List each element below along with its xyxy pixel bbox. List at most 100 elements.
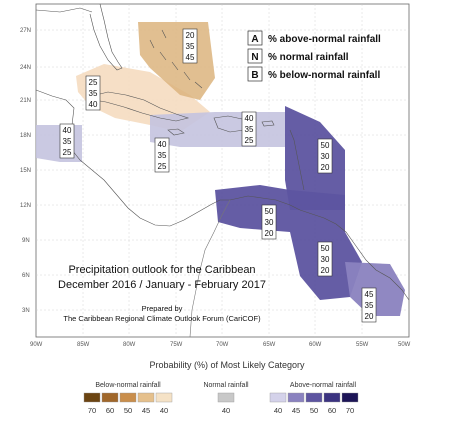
lon-label: 80W xyxy=(123,342,136,348)
prob-below: 20 xyxy=(365,312,374,321)
lon-label: 60W xyxy=(309,342,322,348)
prob-box-bahamas: 20 35 45 xyxy=(182,28,198,64)
prob-below: 25 xyxy=(63,148,72,157)
prob-normal: 35 xyxy=(186,42,195,51)
prob-above: 25 xyxy=(89,78,98,87)
prob-above: 40 xyxy=(63,126,72,135)
legend-swatch-value: 40 xyxy=(222,406,230,415)
legend-swatch xyxy=(83,392,101,403)
prob-above: 45 xyxy=(365,290,374,299)
lat-label: 3N xyxy=(22,308,30,314)
legend-swatch xyxy=(155,392,173,403)
prob-below: 45 xyxy=(186,53,195,62)
lat-label: 21N xyxy=(20,98,31,104)
prob-above: 50 xyxy=(265,207,274,216)
lat-labels: 27N 24N 21N 18N 15N 12N 9N 6N 3N xyxy=(20,28,31,314)
lat-label: 27N xyxy=(20,28,31,34)
lat-label: 12N xyxy=(20,203,31,209)
svg-text:% normal rainfall: % normal rainfall xyxy=(268,52,349,63)
region-southern-caribbean xyxy=(215,185,345,232)
lat-label: 9N xyxy=(22,238,30,244)
legend-swatch-value: 60 xyxy=(328,406,336,415)
prob-normal: 35 xyxy=(89,89,98,98)
lon-labels: 90W 85W 80W 75W 70W 65W 60W 55W 50W xyxy=(30,342,411,348)
prob-below: 20 xyxy=(321,266,330,275)
legend-below-swatches: 70 60 50 45 40 xyxy=(83,392,173,415)
legend-swatch-value: 70 xyxy=(346,406,354,415)
coastlines xyxy=(35,3,410,338)
prob-normal: 35 xyxy=(365,301,374,310)
legend-above-label: Above-normal rainfall xyxy=(290,382,357,389)
legend-swatch-value: 40 xyxy=(160,406,168,415)
legend-swatch xyxy=(287,392,305,403)
prob-box-eastern: 50 30 20 xyxy=(317,138,333,174)
prob-box-central: 40 35 25 xyxy=(154,137,170,173)
prob-box-guyanas: 50 30 20 xyxy=(317,241,333,277)
prob-below: 25 xyxy=(245,136,254,145)
legend-swatch xyxy=(119,392,137,403)
lat-label: 24N xyxy=(20,65,31,71)
prob-normal: 35 xyxy=(158,151,167,160)
prepared-by: Prepared by xyxy=(142,304,183,313)
probability-boxes: 20 35 45 25 35 40 40 35 25 40 35 25 40 3… xyxy=(59,28,377,323)
prob-normal: 35 xyxy=(245,125,254,134)
key-row-below: B % below-normal rainfall xyxy=(247,66,380,82)
legend-swatch-value: 60 xyxy=(106,406,114,415)
title-line1: Precipitation outlook for the Caribbean xyxy=(68,264,255,276)
svg-text:% below-normal rainfall: % below-normal rainfall xyxy=(268,70,380,81)
lon-label: 50W xyxy=(398,342,411,348)
lon-label: 90W xyxy=(30,342,43,348)
legend-swatch-value: 45 xyxy=(292,406,300,415)
lon-label: 70W xyxy=(216,342,229,348)
key-row-normal: N % normal rainfall xyxy=(247,48,349,64)
prob-box-belize: 40 35 25 xyxy=(59,123,75,159)
legend-swatch xyxy=(323,392,341,403)
legend-swatch-value: 70 xyxy=(88,406,96,415)
lon-label: 65W xyxy=(263,342,276,348)
lat-label: 18N xyxy=(20,133,31,139)
lat-label: 15N xyxy=(20,168,31,174)
legend-swatch-value: 40 xyxy=(274,406,282,415)
region-eastern-caribbean xyxy=(285,106,345,210)
prob-below: 40 xyxy=(89,100,98,109)
legend-title: Probability (%) of Most Likely Category xyxy=(149,360,305,370)
prob-below: 20 xyxy=(265,229,274,238)
prob-above: 40 xyxy=(158,140,167,149)
prob-above: 50 xyxy=(321,141,330,150)
prob-box-cuba: 25 35 40 xyxy=(85,75,101,111)
legend-swatch xyxy=(101,392,119,403)
legend-swatch xyxy=(341,392,359,403)
prob-normal: 30 xyxy=(321,152,330,161)
legend-below-label: Below-normal rainfall xyxy=(95,382,161,389)
prob-normal: 30 xyxy=(265,218,274,227)
region-belize xyxy=(36,125,82,162)
map-title: Precipitation outlook for the Caribbean … xyxy=(58,264,266,323)
prob-below: 20 xyxy=(321,163,330,172)
prob-box-hispaniola: 40 35 25 xyxy=(241,111,257,147)
svg-text:% above-normal rainfall: % above-normal rainfall xyxy=(268,34,381,45)
prob-above: 40 xyxy=(245,114,254,123)
lon-label: 55W xyxy=(356,342,369,348)
legend-swatch xyxy=(305,392,323,403)
legend-swatch-value: 50 xyxy=(124,406,132,415)
lon-label: 75W xyxy=(170,342,183,348)
prob-normal: 30 xyxy=(321,255,330,264)
lat-label: 6N xyxy=(22,273,30,279)
legend-normal-label: Normal rainfall xyxy=(203,382,249,389)
category-key: A % above-normal rainfall N % normal rai… xyxy=(247,30,381,82)
svg-text:B: B xyxy=(251,70,258,81)
svg-text:A: A xyxy=(251,34,258,45)
legend-swatch xyxy=(137,392,155,403)
prob-below: 25 xyxy=(158,162,167,171)
legend: Probability (%) of Most Likely Category … xyxy=(83,360,359,415)
forum-name: The Caribbean Regional Climate Outlook F… xyxy=(63,314,261,323)
legend-swatch-value: 50 xyxy=(310,406,318,415)
svg-text:N: N xyxy=(251,52,258,63)
prob-above: 20 xyxy=(186,31,195,40)
legend-swatch-value: 45 xyxy=(142,406,150,415)
lon-label: 85W xyxy=(77,342,90,348)
prob-above: 50 xyxy=(321,244,330,253)
title-line2: December 2016 / January - February 2017 xyxy=(58,279,266,291)
prob-normal: 35 xyxy=(63,137,72,146)
